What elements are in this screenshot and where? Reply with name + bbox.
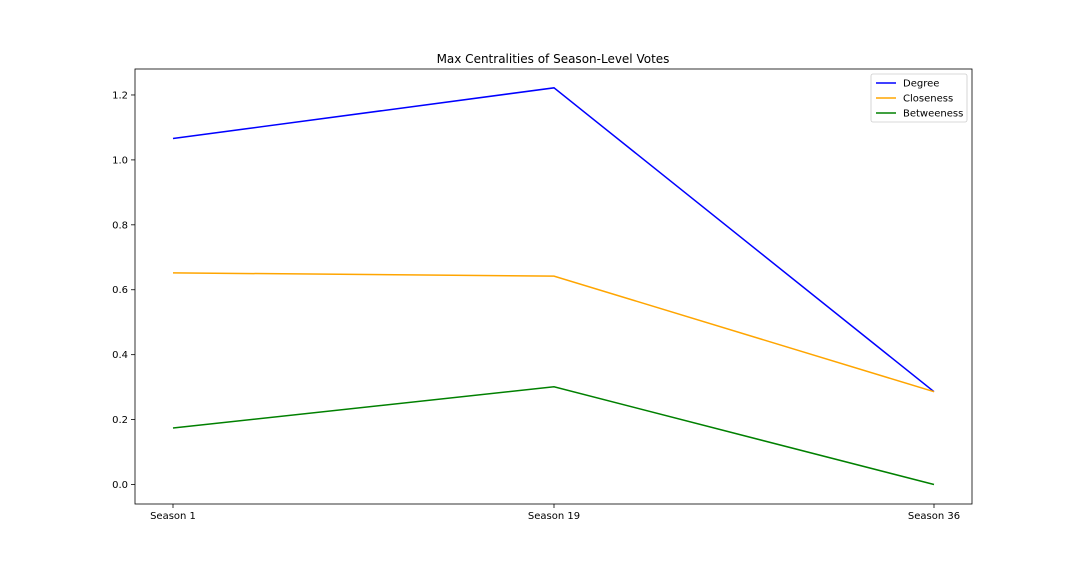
axes: 0.0 0.2 0.4 0.6 0.8 1.0 1.2 Season 1 Season 19 Se… (112, 68, 973, 522)
y-tick-label: 1.2 (112, 90, 128, 101)
chart-title: Max Centralities of Season-Level Votes (437, 52, 670, 66)
y-tick-label: 0.2 (112, 415, 128, 426)
x-tick-label: Season 1 (150, 511, 196, 522)
y-tick-label: 0.8 (112, 220, 128, 231)
series-line-betweeness (172, 386, 935, 486)
series-lines (172, 87, 935, 486)
legend-box (870, 73, 968, 123)
y-tick-label: 0.4 (112, 350, 128, 361)
series-line-degree (172, 87, 935, 393)
legend-label-degree: Degree (903, 79, 939, 90)
plot-frame (134, 68, 973, 505)
x-tick-label: Season 36 (908, 511, 960, 522)
series-line-closeness (172, 272, 935, 393)
y-tick-label: 0.6 (112, 285, 128, 296)
y-tick-label: 1.0 (112, 155, 128, 166)
x-tick-label: Season 19 (528, 511, 580, 522)
legend: Degree Closeness Betweeness (870, 73, 968, 123)
y-tick-label: 0.0 (112, 480, 128, 491)
legend-label-betweeness: Betweeness (903, 109, 963, 120)
legend-label-closeness: Closeness (903, 94, 953, 105)
